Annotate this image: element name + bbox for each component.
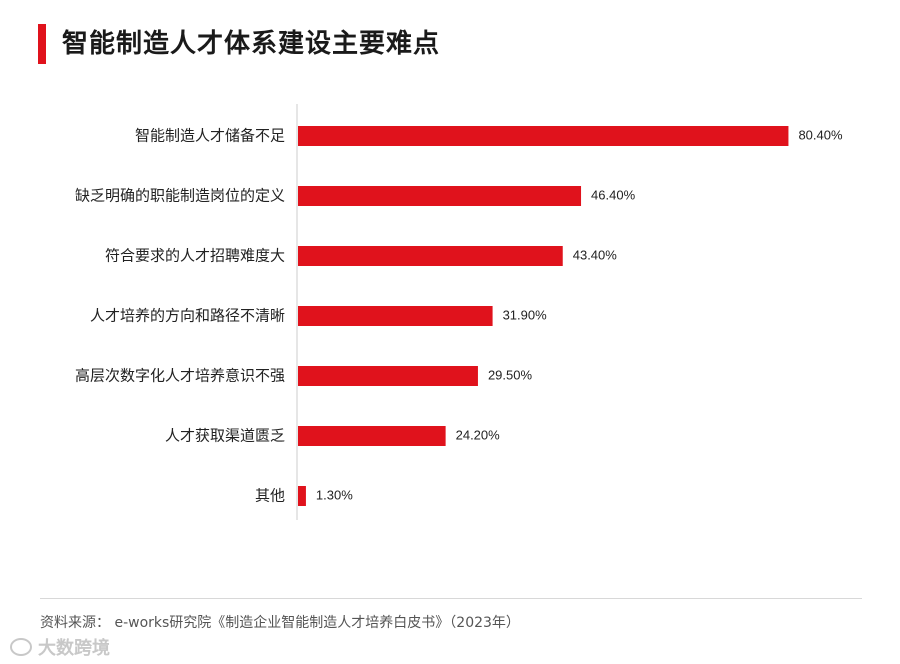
title-accent-bar: [38, 24, 46, 64]
bar: [298, 366, 478, 386]
footer-divider: [40, 598, 862, 599]
watermark-logo-icon: [10, 638, 32, 656]
watermark-text: 大数跨境: [38, 638, 110, 659]
category-label: 智能制造人才储备不足: [135, 127, 285, 145]
bar: [298, 426, 446, 446]
category-label: 符合要求的人才招聘难度大: [105, 247, 285, 265]
category-label: 缺乏明确的职能制造岗位的定义: [75, 187, 285, 205]
value-label: 80.40%: [798, 127, 843, 142]
value-label: 1.30%: [316, 487, 353, 502]
category-label: 高层次数字化人才培养意识不强: [75, 367, 285, 385]
category-label: 其他: [255, 487, 285, 505]
bar: [298, 486, 306, 506]
value-label: 29.50%: [488, 367, 533, 382]
bar: [298, 246, 563, 266]
value-label: 43.40%: [573, 247, 618, 262]
watermark: 大数跨境: [10, 634, 110, 660]
source-note: 资料来源： e-works研究院《制造企业智能制造人才培养白皮书》（2023年）: [40, 615, 520, 631]
bar: [298, 186, 582, 206]
bar: [298, 306, 493, 326]
value-label: 46.40%: [591, 187, 636, 202]
page-title: 智能制造人才体系建设主要难点: [62, 29, 441, 59]
bar: [298, 126, 789, 146]
value-label: 24.20%: [456, 427, 501, 442]
value-label: 31.90%: [503, 307, 548, 322]
category-label: 人才培养的方向和路径不清晰: [90, 307, 285, 325]
category-label: 人才获取渠道匮乏: [165, 427, 285, 445]
bar-chart: 智能制造人才储备不足 80.40% 缺乏明确的职能制造岗位的定义 46.40% 符合要求…: [75, 104, 843, 520]
